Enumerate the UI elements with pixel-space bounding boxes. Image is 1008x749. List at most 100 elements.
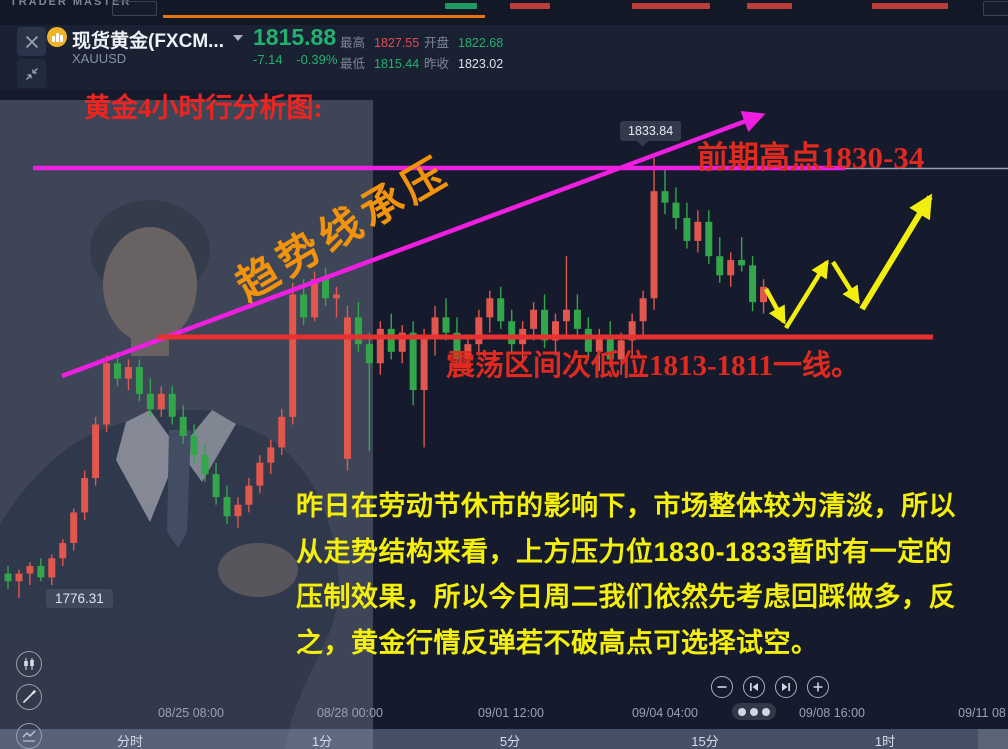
candle (212, 462, 220, 505)
close-icon (25, 35, 38, 48)
candle (190, 424, 198, 463)
trendline (61, 111, 766, 379)
price-change: -7.14 -0.39% (253, 52, 347, 67)
candle (376, 321, 384, 375)
candle (103, 355, 111, 433)
candle (683, 202, 691, 249)
candle (606, 321, 614, 368)
instrument-header: 现货黄金(FXCM... XAUUSD 1815.88 -7.14 -0.39%… (0, 24, 1008, 90)
skip-back-icon (750, 683, 758, 691)
skip-forward-button[interactable] (775, 676, 797, 698)
candle (256, 455, 264, 494)
candle (749, 256, 757, 312)
candle (705, 210, 713, 264)
stat-open: 开盘 1822.68 (424, 36, 504, 50)
candle (672, 187, 680, 230)
stat-low: 最低 1815.44 (340, 57, 420, 71)
candle (486, 290, 494, 333)
candle (420, 328, 428, 448)
ticker-fragment[interactable] (632, 3, 710, 9)
candle (475, 309, 483, 356)
ticker-fragment[interactable] (445, 3, 477, 9)
candle (201, 443, 209, 482)
ticker-fragment[interactable] (510, 3, 550, 9)
commentary-line: 从走势结构来看，上方压力位1830-1833暂时有一定的 (296, 536, 953, 567)
candle (409, 321, 417, 406)
timeframe-partial-tab[interactable] (978, 729, 1008, 749)
ticker-fragment[interactable] (747, 3, 792, 9)
stat-high: 最高 1827.55 (340, 36, 420, 50)
timeframe-tab-15分[interactable]: 15分 (691, 734, 719, 749)
timeframe-bar: 分时 1分 5分 15分 1时 (0, 729, 1008, 749)
candle (343, 305, 351, 471)
ticker-fragment[interactable] (983, 1, 1008, 16)
analyst-photo (0, 100, 373, 749)
ticker-fragment[interactable] (872, 3, 948, 9)
timeframe-tab-分时[interactable]: 分时 (116, 734, 144, 749)
peak-price-tooltip: 1833.84 (620, 121, 682, 141)
candle (354, 302, 362, 352)
range-low-label: 震荡区间次低位1813-1811一线。 (446, 350, 861, 382)
candle (278, 409, 286, 456)
draw-line-button[interactable] (16, 684, 42, 710)
candle (289, 282, 297, 425)
candle (562, 256, 570, 337)
time-axis-label: 09/01 12:00 (477, 706, 545, 720)
active-ticker-underline (163, 15, 485, 18)
candle (15, 569, 23, 598)
timeframe-tab-5分[interactable]: 5分 (499, 734, 521, 749)
candle (37, 558, 45, 582)
forecast-leg-3 (831, 260, 860, 305)
candle (573, 294, 581, 337)
candle (135, 359, 143, 402)
timeframe-tab-1分[interactable]: 1分 (311, 734, 333, 749)
more-dates-indicator[interactable] (732, 703, 776, 720)
candle (541, 294, 549, 348)
forecast-leg-4 (859, 193, 933, 311)
time-axis-label: 09/08 16:00 (798, 706, 866, 720)
commentary-line: 压制效果，所以今日周二我们依然先考虑回踩做多，反 (296, 582, 956, 612)
time-axis: 08/25 08:00 08/28 00:00 09/01 12:00 09/04 0… (0, 700, 1008, 729)
timeframe-tab-1时[interactable]: 1时 (874, 734, 896, 749)
change-percent: -0.39% (296, 52, 338, 67)
candle (26, 562, 34, 586)
candle (453, 317, 461, 368)
candle (650, 158, 658, 310)
chevron-down-icon[interactable] (233, 35, 243, 41)
gold-instrument-icon (47, 27, 67, 47)
zoom-in-button[interactable] (807, 676, 829, 698)
candle (223, 485, 231, 524)
candle (530, 302, 538, 341)
skip-back-button[interactable] (743, 676, 765, 698)
candle (727, 252, 735, 287)
candle (333, 286, 340, 318)
skip-forward-icon (782, 683, 790, 691)
collapse-button[interactable] (17, 59, 46, 88)
candle (179, 405, 187, 444)
close-button[interactable] (17, 27, 46, 56)
candle (716, 237, 724, 283)
strip-search-box[interactable] (112, 1, 157, 16)
zoom-out-button[interactable] (711, 676, 733, 698)
candle (81, 470, 89, 521)
candle (661, 168, 669, 215)
candle (508, 309, 516, 352)
candle (245, 478, 253, 513)
candle (617, 332, 625, 375)
collapse-icon (25, 67, 38, 80)
plus-icon (813, 682, 823, 692)
candle (70, 508, 78, 551)
change-value: -7.14 (253, 52, 283, 67)
candle (322, 267, 330, 306)
last-price: 1815.88 (253, 24, 337, 50)
instrument-name[interactable]: 现货黄金(FXCM... (72, 31, 224, 52)
candle (59, 539, 67, 566)
pencil-icon (23, 690, 36, 703)
line-chart-icon (22, 730, 36, 742)
time-axis-label: 08/25 08:00 (157, 706, 225, 720)
candlestick-style-button[interactable] (16, 651, 42, 677)
candle (398, 325, 406, 364)
time-axis-label: 09/11 08 (958, 706, 1006, 720)
